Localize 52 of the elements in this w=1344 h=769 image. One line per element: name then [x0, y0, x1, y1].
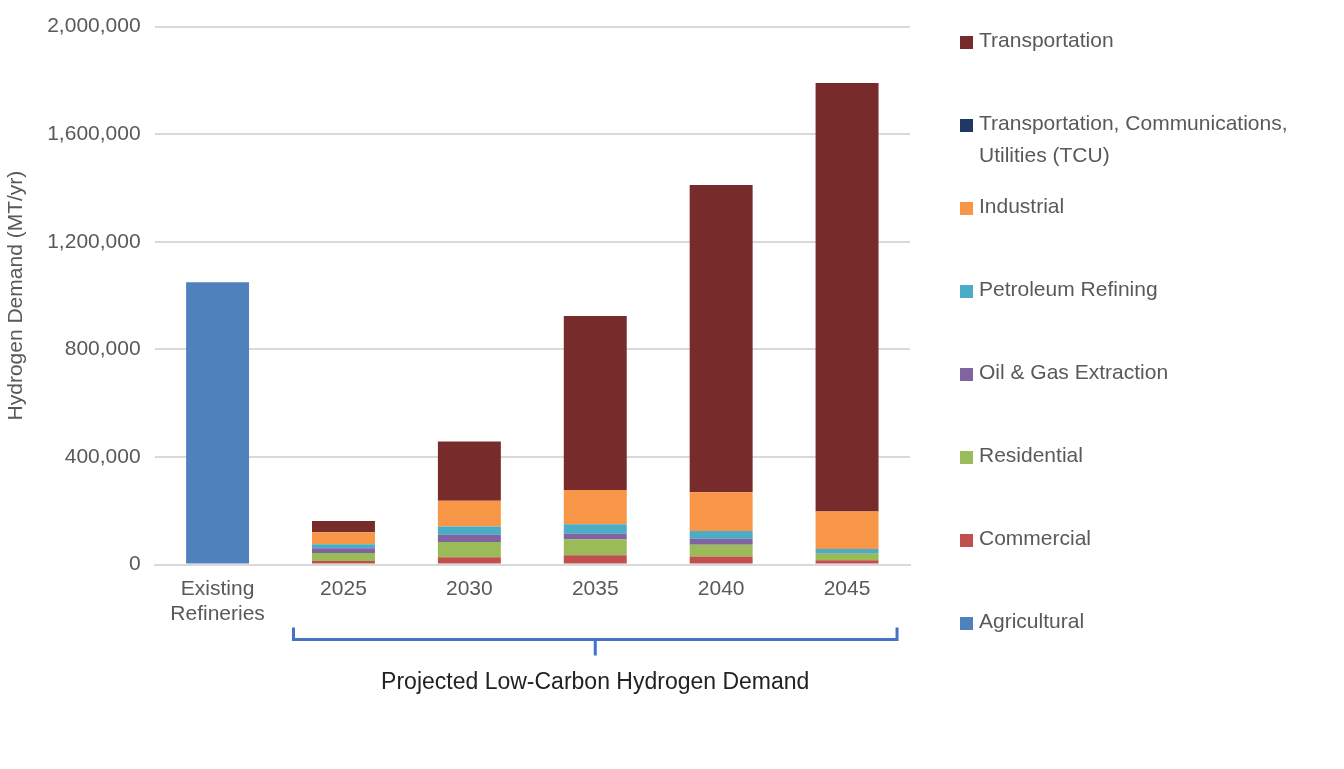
bar	[186, 282, 250, 564]
bar	[437, 557, 501, 564]
bar	[437, 534, 501, 542]
bar	[689, 185, 753, 493]
bar	[815, 549, 879, 554]
bar	[437, 500, 501, 527]
bar	[815, 560, 879, 564]
x-tick-label: Existing Refineries	[170, 576, 265, 625]
legend-label: Transportation, Communications, Utilities (TCU)	[979, 110, 1289, 168]
bar	[437, 526, 501, 535]
bar	[689, 538, 753, 545]
bar	[311, 548, 375, 554]
bar	[689, 530, 753, 539]
bar	[689, 556, 753, 564]
bar	[563, 490, 627, 525]
bar	[563, 555, 627, 564]
bar	[311, 561, 375, 564]
bar	[815, 511, 879, 549]
bar	[311, 532, 375, 545]
y-tick-label: 0	[128, 551, 141, 575]
bar	[563, 316, 627, 491]
legend-label: Commercial	[979, 525, 1092, 551]
bar	[311, 544, 375, 549]
bar	[689, 544, 753, 557]
y-axis-title: Hydrogen Demand (MT/yr)	[3, 170, 27, 421]
y-tick-label: 400,000	[64, 443, 141, 467]
bar	[437, 441, 501, 501]
y-tick-label: 1,600,000	[47, 121, 141, 144]
legend-label: Industrial	[979, 193, 1065, 219]
bar	[563, 539, 627, 556]
legend-label: Petroleum Refining	[979, 276, 1158, 302]
legend-label: Agricultural	[979, 608, 1085, 634]
bar	[689, 492, 753, 531]
text: Projected Low-Carbon Hydrogen Demand	[381, 667, 810, 695]
y-tick-label: 800,000	[64, 336, 141, 360]
bar	[563, 533, 627, 540]
legend-label: Residential	[979, 442, 1083, 468]
bar	[815, 553, 879, 561]
bar	[563, 524, 627, 534]
bar	[311, 521, 375, 533]
y-tick-label: 1,200,000	[47, 228, 141, 252]
bar	[815, 83, 879, 512]
legend-label: Transportation	[979, 27, 1114, 53]
x-tick-label: 2035	[571, 576, 619, 599]
y-tick-label: 2,000,000	[47, 13, 141, 37]
bar	[311, 553, 375, 562]
x-tick-label: 2040	[697, 576, 745, 599]
legend-label: Oil & Gas Extraction	[979, 359, 1169, 385]
bar	[437, 542, 501, 558]
x-tick-label: 2045	[823, 576, 871, 599]
x-tick-label: 2030	[446, 576, 493, 599]
x-tick-label: 2025	[320, 576, 367, 599]
